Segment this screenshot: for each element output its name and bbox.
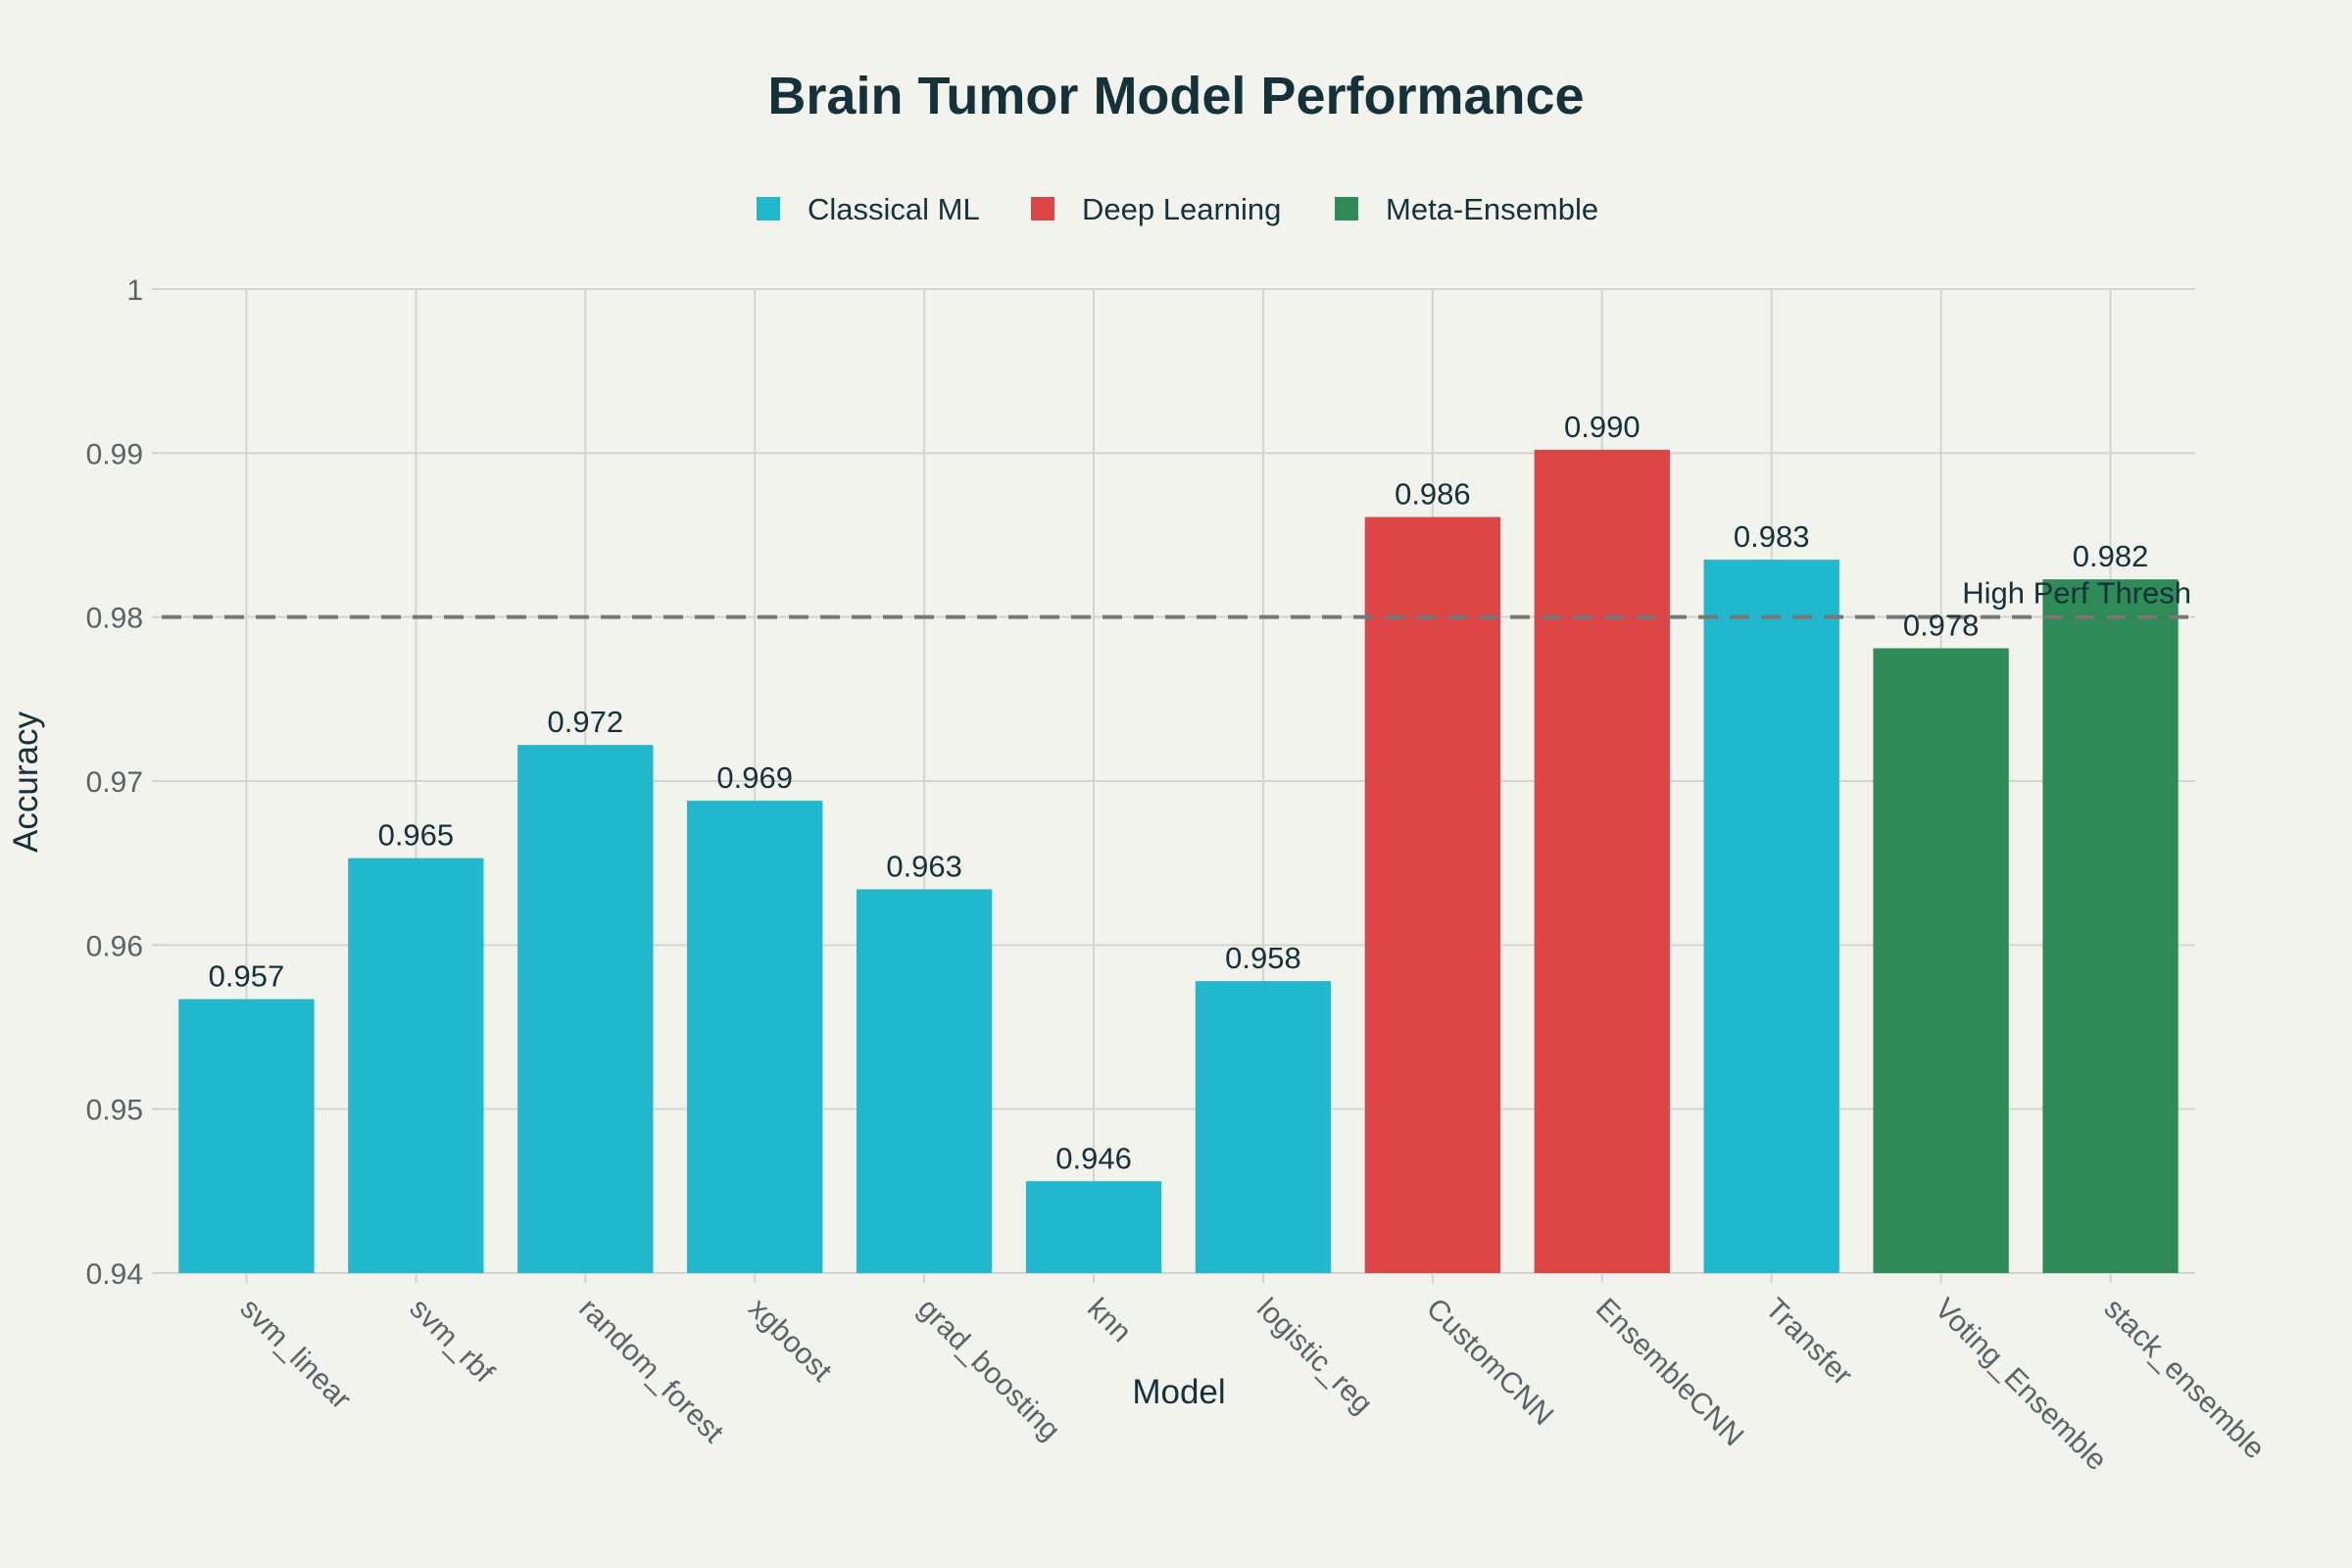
legend-label: Deep Learning — [1082, 192, 1281, 226]
bar-logistic_reg — [1195, 981, 1332, 1273]
legend-item: Deep Learning — [1031, 192, 1281, 226]
bar-svm_linear — [178, 999, 315, 1273]
bar-value-label: 0.963 — [886, 849, 962, 883]
legend-swatch — [757, 197, 780, 220]
bar-value-label: 0.972 — [548, 705, 624, 739]
bar-Transfer — [1703, 560, 1839, 1273]
x-tick-label: stack_ensemble — [2098, 1293, 2272, 1466]
y-tick-label: 0.95 — [86, 1095, 143, 1127]
y-tick-label: 0.97 — [86, 766, 143, 799]
x-tick-label: EnsembleCNN — [1590, 1293, 1750, 1453]
bar-stack_ensemble — [2042, 579, 2179, 1273]
legend: Classical ML Deep Learning Meta-Ensemble — [757, 192, 1598, 226]
y-tick-label: 0.94 — [86, 1258, 143, 1291]
y-tick-label: 1 — [126, 274, 143, 307]
legend-swatch — [1031, 197, 1054, 220]
bar-value-label: 0.990 — [1564, 410, 1641, 444]
bar-value-label: 0.969 — [716, 760, 793, 795]
legend-label: Meta-Ensemble — [1386, 192, 1598, 226]
x-tick-label: random_forest — [572, 1293, 730, 1450]
bar-grad_boosting — [856, 889, 993, 1273]
bar-EnsembleCNN — [1534, 449, 1670, 1273]
x-tick-label: grad_boosting — [911, 1293, 1066, 1447]
bar-value-label: 0.958 — [1225, 941, 1301, 975]
x-tick-label: logistic_reg — [1250, 1293, 1379, 1421]
x-tick-label: Transfer — [1759, 1293, 1859, 1393]
y-axis-ticks: 0.94 0.95 0.96 0.97 0.98 0.99 1 — [86, 274, 162, 1291]
bar-value-label: 0.978 — [1903, 608, 1980, 642]
x-axis-title: Model — [1132, 1373, 1225, 1411]
bars — [178, 449, 2179, 1273]
bar-Voting_Ensemble — [1873, 648, 2009, 1273]
legend-item: Meta-Ensemble — [1335, 192, 1598, 226]
chart-title: Brain Tumor Model Performance — [767, 67, 1584, 125]
x-tick-label: xgboost — [742, 1293, 838, 1389]
y-axis-title: Accuracy — [7, 711, 45, 853]
x-tick-label: svm_linear — [234, 1293, 358, 1416]
legend-swatch — [1335, 197, 1358, 220]
bar-random_forest — [517, 745, 654, 1273]
bar-value-labels: 0.957 0.965 0.972 0.969 0.963 0.946 0.958 0.986… — [209, 410, 2149, 1175]
threshold-label: High Perf Thresh — [1962, 576, 2191, 611]
legend-label: Classical ML — [808, 192, 980, 226]
bar-svm_rbf — [348, 858, 484, 1273]
bar-value-label: 0.957 — [209, 959, 285, 994]
bar-value-label: 0.982 — [2073, 539, 2149, 573]
reference-line: High Perf Thresh — [162, 576, 2195, 619]
bar-value-label: 0.983 — [1734, 519, 1810, 554]
bar-knn — [1025, 1181, 1162, 1273]
y-tick-label: 0.98 — [86, 603, 143, 635]
y-tick-label: 0.99 — [86, 438, 143, 470]
bar-value-label: 0.946 — [1055, 1141, 1132, 1175]
x-tick-label: svm_rbf — [403, 1293, 500, 1390]
x-axis-ticks: svm_linear svm_rbf random_forest xgboost gra… — [234, 1273, 2272, 1477]
bar-CustomCNN — [1364, 516, 1501, 1273]
legend-item: Classical ML — [757, 192, 980, 226]
y-tick-label: 0.96 — [86, 930, 143, 962]
bar-value-label: 0.986 — [1395, 477, 1471, 512]
x-tick-label: CustomCNN — [1420, 1293, 1559, 1432]
x-tick-label: Voting_Ensemble — [1929, 1293, 2113, 1477]
bar-xgboost — [687, 801, 823, 1273]
bar-value-label: 0.965 — [378, 818, 455, 853]
x-tick-label: knn — [1081, 1293, 1138, 1349]
